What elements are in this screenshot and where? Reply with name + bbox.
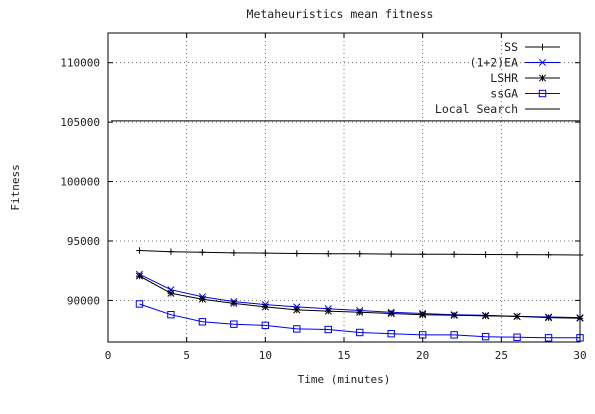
data-point (324, 325, 332, 334)
y-tick-label: 105000 (60, 116, 100, 129)
data-point (482, 312, 490, 320)
data-point (261, 303, 269, 311)
legend-label: (1+2)EA (470, 56, 519, 70)
data-point (450, 251, 458, 258)
data-point (356, 328, 364, 337)
data-point (450, 331, 458, 339)
data-point (544, 314, 553, 322)
data-point (545, 251, 552, 258)
legend-label: ssGA (490, 87, 518, 101)
y-tick-label: 100000 (60, 176, 100, 189)
data-point (513, 312, 521, 321)
y-tick-label: 110000 (60, 57, 100, 70)
data-point (513, 251, 521, 258)
data-point (388, 250, 395, 258)
x-tick-label: 15 (337, 349, 350, 362)
data-point (325, 250, 332, 257)
y-tick-label: 95000 (67, 235, 100, 248)
data-point (198, 318, 207, 326)
series-line (139, 303, 580, 339)
data-point (356, 308, 364, 316)
legend-marker (538, 58, 547, 67)
data-point (261, 321, 270, 330)
y-tick-label: 90000 (67, 294, 100, 307)
y-axis-label: Fitness (9, 164, 22, 210)
data-point (293, 325, 301, 333)
data-point (513, 333, 521, 341)
data-point (230, 299, 238, 307)
data-point (167, 289, 175, 297)
data-point (481, 332, 490, 341)
data-point (356, 250, 363, 258)
x-tick-label: 10 (259, 349, 272, 362)
data-point (482, 251, 489, 258)
chart-title: Metaheuristics mean fitness (247, 7, 434, 21)
data-point (199, 249, 206, 256)
data-point (450, 311, 458, 319)
data-point (230, 320, 238, 328)
data-point (387, 309, 395, 318)
series-2 (135, 272, 584, 322)
legend-label: Local Search (435, 102, 518, 116)
data-point (293, 306, 301, 314)
grid (108, 33, 580, 342)
legend-label: LSHR (490, 71, 518, 85)
data-point (419, 311, 427, 319)
x-tick-label: 0 (105, 349, 112, 362)
data-point (262, 249, 269, 257)
data-point (293, 250, 300, 257)
data-point (167, 310, 175, 319)
x-tick-label: 5 (183, 349, 190, 362)
data-point (419, 250, 426, 258)
x-tick-label: 20 (416, 349, 429, 362)
data-point (198, 295, 206, 303)
x-tick-label: 25 (495, 349, 508, 362)
x-axis-label: Time (minutes) (298, 373, 391, 386)
legend-marker (539, 43, 546, 51)
data-point (544, 334, 553, 342)
data-point (324, 307, 332, 315)
legend-marker (538, 89, 547, 98)
data-point (230, 249, 238, 257)
data-point (387, 329, 395, 338)
legend-marker (538, 74, 547, 82)
data-point (167, 248, 175, 255)
data-point (136, 247, 143, 254)
legend-label: SS (504, 40, 518, 54)
axes: 0 5 10 15 20 25 30 90000 95000 100000 105000 110000 (60, 33, 587, 362)
data-point (135, 300, 144, 308)
series-0 (136, 247, 584, 259)
data-point (135, 272, 144, 280)
x-tick-label: 30 (573, 349, 586, 362)
